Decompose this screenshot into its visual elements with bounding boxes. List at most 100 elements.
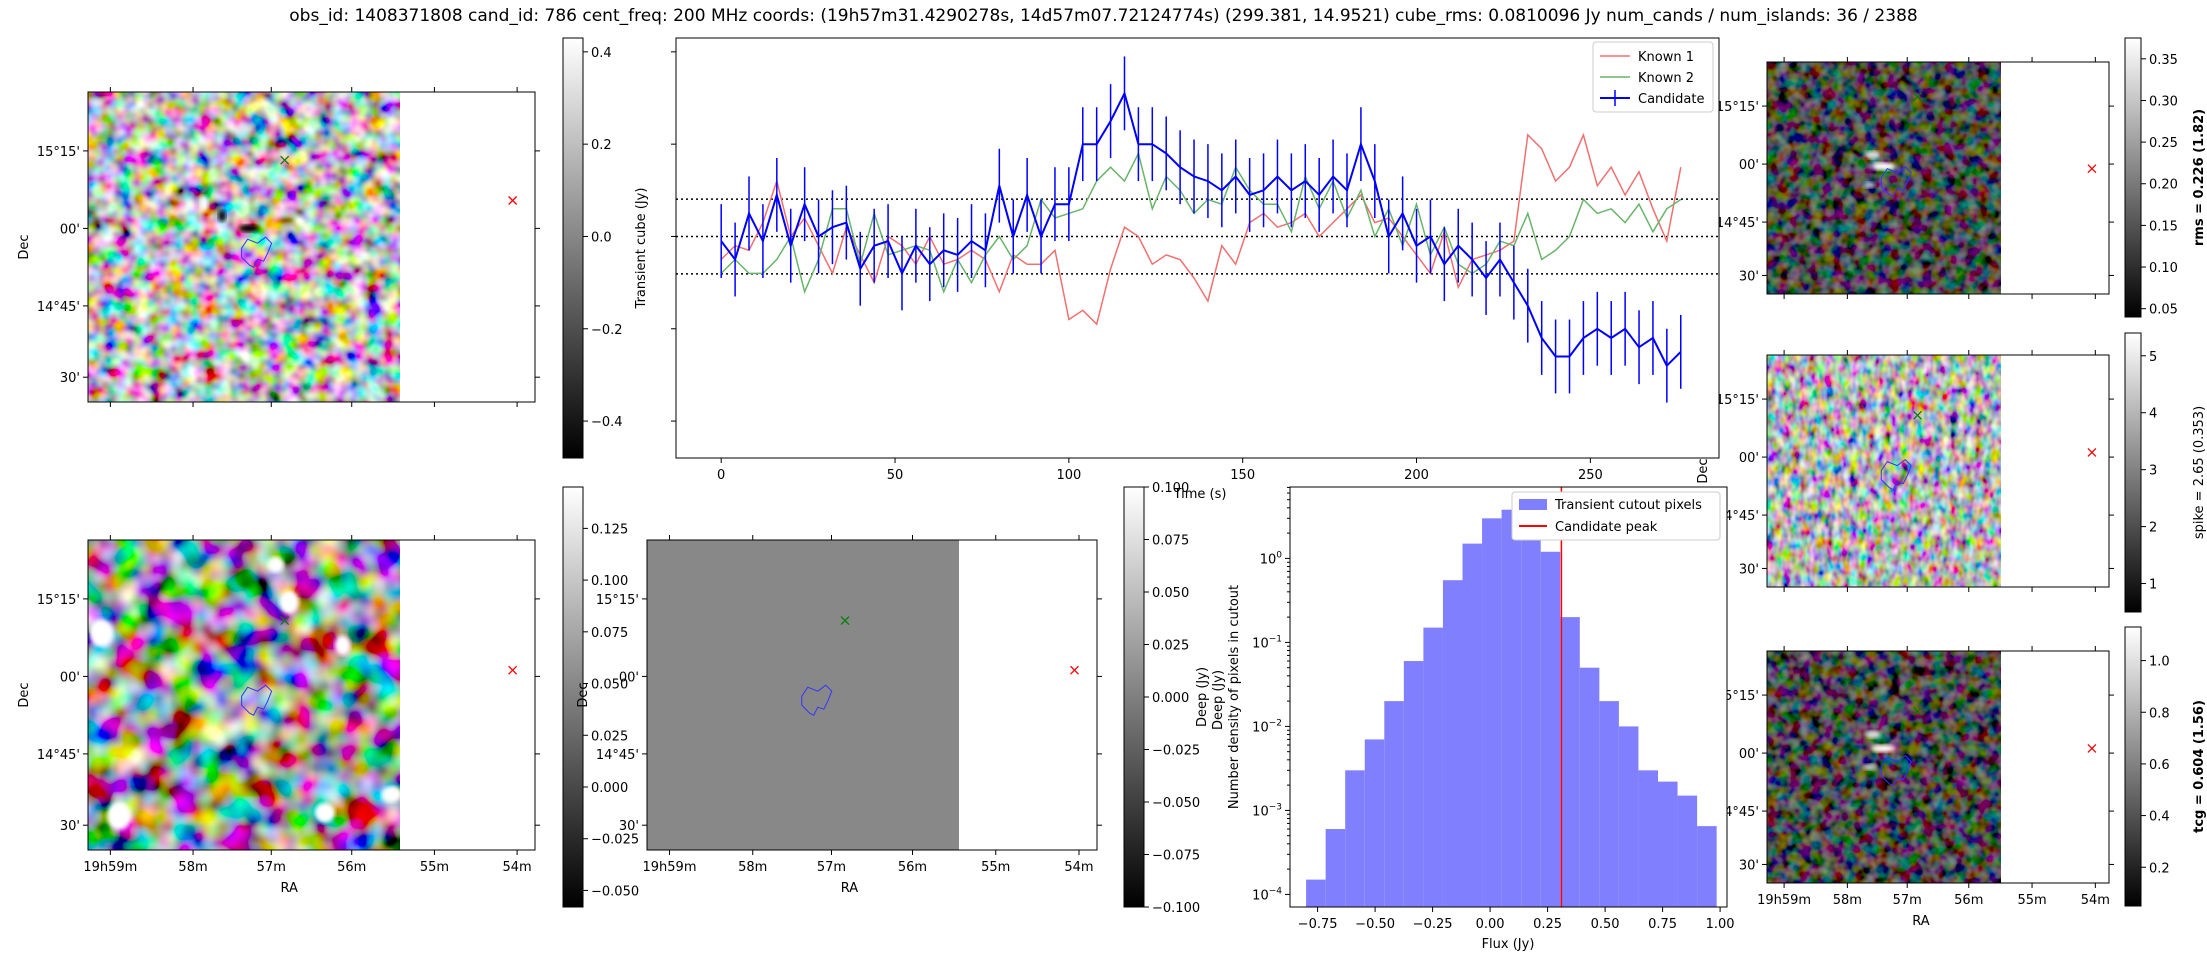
rms-panel-dec-tick-label: 30' [1739,269,1759,284]
deep-colorbar-tick-label: 0.075 [591,626,628,641]
tcg-panel-frame [1766,650,2110,884]
deep-colorbar-tick-label: −0.050 [591,884,639,899]
transient-panel-island-contour [241,236,273,268]
model-colorbar-tick-label: −0.050 [1152,796,1200,811]
histogram-bar [1462,543,1483,907]
tcg-panel-island-contour [1880,754,1912,787]
rms-colorbar-tick-label: 0.35 [2149,53,2178,68]
tcg-panel-source-2 [1863,764,1876,770]
rms-colorbar-tick-label: 0.25 [2149,136,2178,151]
histogram-x-tick-label: 0.25 [1533,917,1562,932]
model-colorbar-tick-label: −0.100 [1152,901,1200,916]
rms-colorbar-tick-label: 0.20 [2149,178,2178,193]
spike-colorbar-tick-label: 2 [2149,521,2157,536]
model-panel-ra-tick-label: 58m [738,860,767,875]
deep-panel-source-6 [267,556,284,573]
spike-colorbar-tick-label: 5 [2149,350,2157,365]
deep-panel-ra-label: RA [280,881,298,896]
transient-panel-dec-tick-label: 30' [60,371,80,386]
deep-panel-island-contour [241,684,273,716]
lightcurve-x-tick-label: 150 [1230,468,1255,483]
tcg-panel: 15°15'00'14°45'30'Dec19h59m58m57m56m55m5… [1696,646,2114,929]
transient-panel-frame [87,91,536,403]
model-panel: 15°15' 00' 14°45' 30' Dec 19h59m 58m 57m 56m 55m 5… [576,535,1102,896]
tcg-panel-image [1767,651,2001,883]
lightcurve-x-tick-label: 50 [887,468,904,483]
deep-panel-dec-tick-label: 15°15' [37,593,80,608]
histogram-x-label: Flux (Jy) [1482,937,1535,952]
model-panel-ra-tick-label: 19h59m [643,860,697,875]
tcg-colorbar-tick-label: 0.4 [2149,810,2170,825]
deep-colorbar-gradient [562,486,584,908]
tcg-panel-ra-tick-label: 55m [2017,893,2046,908]
histogram-legend: Transient cutout pixels Candidate peak [1511,491,1721,541]
model-colorbar-tick-label: 0.025 [1152,639,1189,654]
model-colorbar-tick-label: 0.050 [1152,586,1189,601]
transient-panel-known-marker [280,155,290,165]
model-panel-dec-tick-label: 15°15' [596,593,639,608]
tcg-colorbar-gradient [2124,626,2142,907]
transient-panel-source-2 [238,224,259,233]
model-panel-ra-tick-label: 57m [817,860,846,875]
deep-panel: 15°15' 00' 14°45' 30' Dec 19h59m 58m 57m 56m 55m 5… [17,535,540,896]
histogram-bar [1599,701,1619,907]
histogram-x-tick-label: −0.75 [1298,917,1338,932]
transient-panel-dec-tick-label: 14°45' [37,300,80,315]
deep-panel-image [88,540,400,850]
deep-panel-source-5 [381,786,402,803]
histogram-bar [1306,879,1326,907]
rms-panel-known-marker [1913,92,1922,102]
deep-panel-ra-tick-label: 58m [178,860,207,875]
transient-panel-source-1 [218,210,227,222]
tcg-colorbar: 1.0 0.8 0.6 0.4 0.2 tcg = 0.604 (1.56) [2124,626,2207,907]
tcg-panel-candidate-marker [2087,743,2097,753]
deep-colorbar: 0.125 0.100 0.075 0.050 0.025 0.000 −0.025 −0.0… [562,486,639,908]
histogram-bar [1560,617,1580,907]
spike-panel-island-contour [1880,458,1912,491]
spike-panel-dec-label: Dec [1696,458,1711,483]
rms-panel-source-1 [1871,162,1896,171]
deep-panel-ra-tick-label: 55m [420,860,449,875]
lightcurve-series-known-1 [720,132,1682,326]
histogram-x-tick-label: −0.25 [1413,917,1453,932]
rms-colorbar-label: rms = 0.226 (1.82) [2192,109,2207,246]
transient-colorbar-tick-label: 0.0 [591,230,612,245]
deep-panel-source-2 [279,590,300,614]
transient-panel-dec-tick-label: 00' [60,222,80,237]
histogram-y-tick-label: 10−2 [1252,718,1282,735]
histogram-bar [1579,667,1600,907]
lightcurve-x-tick-label: 250 [1578,468,1603,483]
deep-panel-source-3 [334,635,351,656]
tcg-panel-ra-tick-label: 54m [2081,893,2110,908]
lightcurve-chart: 0 50 100 150 200 250 Time (s) Known 1 Known 2 Can… [671,37,1720,502]
histogram-frame [1289,486,1728,908]
deep-colorbar-tick-label: −0.025 [591,833,639,848]
model-colorbar-tick-label: −0.025 [1152,744,1200,759]
deep-colorbar-tick-label: 0.100 [591,574,628,589]
tcg-panel-ra-tick-label: 57m [1893,893,1922,908]
transient-panel: 15°15' 00' 14°45' 30' Dec [17,87,540,407]
model-panel-ra-label: RA [841,881,859,896]
model-panel-dec-tick-label: 00' [619,670,639,685]
lightcurve-frame [675,37,1720,459]
lightcurve-legend-box [1592,41,1714,113]
legend-entry: Candidate [1638,92,1704,107]
tcg-panel-dec-tick-label: 30' [1739,858,1759,873]
spike-colorbar-tick-label: 4 [2149,407,2157,422]
model-colorbar-label: Deep (Jy) [1211,670,1226,730]
rms-colorbar-tick-label: 0.10 [2149,261,2178,276]
deep-panel-dec-label: Dec [17,682,32,707]
tcg-panel-known-marker [1913,706,1922,716]
histogram-bar [1677,795,1698,907]
spike-colorbar-label: spike = 2.65 (0.353) [2192,406,2207,539]
rms-panel-source-0 [1865,150,1882,159]
model-panel-dec-tick-label: 14°45' [596,748,639,763]
histogram-y-label: Number density of pixels in cutout [1227,585,1242,809]
spike-colorbar-tick-label: 3 [2149,464,2157,479]
spike-colorbar-tick-label: 1 [2149,578,2157,593]
deep-panel-ra-tick-label: 54m [503,860,532,875]
deep-panel-ra-tick-label: 57m [257,860,286,875]
model-colorbar-tick-label: 0.075 [1152,534,1189,549]
deep-colorbar-tick-label: 0.025 [591,729,628,744]
lightcurve-x-tick-label: 100 [1056,468,1081,483]
